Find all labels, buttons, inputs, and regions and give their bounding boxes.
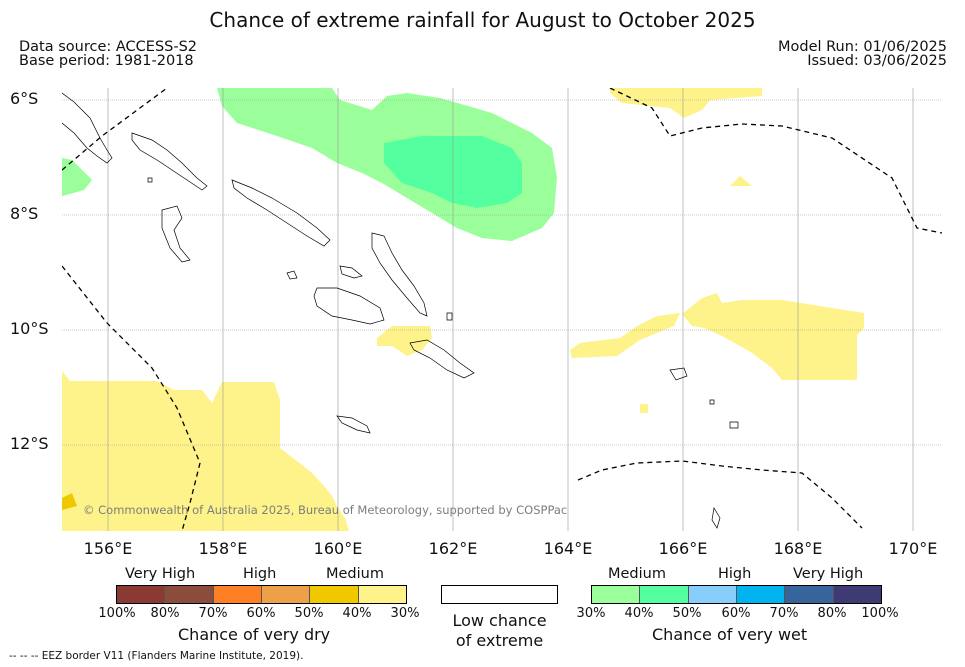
- dry-region-east: [682, 293, 864, 380]
- dry-category-high: High: [243, 566, 277, 582]
- coast-bougainville: [62, 92, 113, 164]
- lon-label-164e: 164°E: [543, 539, 593, 558]
- wet-swatch-4: [736, 586, 786, 603]
- wet-tick-80: 80%: [817, 606, 847, 621]
- dry-swatch-1: [117, 586, 166, 603]
- coast-florida: [339, 265, 363, 279]
- coast-islet3: [729, 421, 739, 429]
- header-left: Data source: ACCESS-S2 Base period: 1981…: [19, 39, 198, 69]
- coast-santa-cruz: [669, 367, 688, 381]
- coast-islet6: [446, 312, 453, 321]
- wet-medium-west-edge: [62, 158, 92, 196]
- coast-islet2: [709, 399, 715, 405]
- coast-islet5: [147, 177, 153, 183]
- dry-region-top-center: [610, 88, 762, 118]
- dry-tick-80: 80%: [150, 606, 180, 621]
- dry-region-central: [377, 326, 432, 356]
- wet-swatch-2: [640, 586, 689, 603]
- dry-legend-title: Chance of very dry: [178, 625, 331, 644]
- wet-category-high: High: [718, 566, 752, 582]
- wet-swatch-3: [688, 586, 737, 603]
- coast-islet4: [711, 507, 721, 529]
- eez-borders: [62, 88, 942, 531]
- dry-colorbar: [116, 585, 407, 604]
- neutral-legend-title-1: Low chance: [452, 611, 547, 630]
- dry-tick-40: 40%: [342, 606, 372, 621]
- wet-swatch-6: [833, 586, 881, 603]
- dry-swatch-2: [165, 586, 214, 603]
- dry-region-southwest: [62, 371, 349, 531]
- dry-category-medium: Medium: [326, 566, 384, 582]
- eez-north-east: [609, 88, 942, 234]
- base-period: Base period: 1981-2018: [19, 53, 194, 69]
- dry-category-very-high: Very High: [125, 566, 196, 582]
- model-run: Model Run: 01/06/2025: [777, 39, 947, 55]
- lon-label-170e: 170°E: [888, 539, 938, 558]
- wet-tick-70: 70%: [769, 606, 799, 621]
- coast-malaita: [371, 232, 428, 317]
- lon-label-156e: 156°E: [83, 539, 133, 558]
- coast-choiseul: [131, 132, 208, 191]
- map-title: Chance of extreme rainfall for August to…: [209, 8, 756, 32]
- coast-islet1: [286, 270, 298, 280]
- map-panel[interactable]: [62, 88, 942, 531]
- coast-makira: [409, 339, 475, 379]
- coast-guadalcanal: [313, 287, 385, 325]
- neutral-colorbar: [441, 585, 558, 604]
- coast-santa-isabel: [231, 179, 331, 247]
- wet-tick-50: 50%: [672, 606, 702, 621]
- lat-label-8s: 8°S: [10, 204, 39, 223]
- lat-label-6s: 6°S: [10, 89, 39, 108]
- copyright-text: © Commonwealth of Australia 2025, Bureau…: [83, 503, 568, 517]
- dry-swatch-6: [358, 586, 406, 603]
- eez-south-east: [577, 460, 863, 529]
- dry-tick-60: 60%: [246, 606, 276, 621]
- lat-label-10s: 10°S: [10, 319, 49, 338]
- wet-category-very-high: Very High: [793, 566, 864, 582]
- header-right: Model Run: 01/06/2025 Issued: 03/06/2025: [777, 39, 947, 69]
- gridlines: [62, 88, 942, 531]
- dry-tick-50: 50%: [294, 606, 324, 621]
- lon-label-162e: 162°E: [428, 539, 478, 558]
- coast-new-georgia: [161, 205, 191, 263]
- lon-label-168e: 168°E: [773, 539, 823, 558]
- dry-tick-70: 70%: [198, 606, 228, 621]
- lat-label-12s: 12°S: [10, 434, 49, 453]
- neutral-legend-title-2: of extreme: [455, 631, 544, 650]
- dry-medium-speck: [62, 493, 77, 510]
- map-canvas[interactable]: [62, 88, 942, 531]
- wet-legend-title: Chance of very wet: [652, 625, 808, 644]
- dry-region-small: [730, 176, 752, 186]
- dry-swatch-3: [213, 586, 262, 603]
- coastlines: [62, 92, 739, 529]
- wet-tick-100: 100%: [861, 606, 899, 621]
- coast-rennell: [336, 415, 371, 434]
- wet-tick-30: 30%: [576, 606, 606, 621]
- dry-region-mid-east: [570, 313, 680, 358]
- lon-label-158e: 158°E: [198, 539, 248, 558]
- wet-tick-40: 40%: [624, 606, 654, 621]
- wet-swatch-1: [592, 586, 641, 603]
- dry-tick-30: 30%: [390, 606, 420, 621]
- dry-region-dot: [640, 404, 648, 413]
- wet-tick-60: 60%: [721, 606, 751, 621]
- wet-category-medium: Medium: [608, 566, 666, 582]
- issued-date: Issued: 03/06/2025: [807, 53, 947, 69]
- eez-south-west: [62, 265, 201, 531]
- dry-tick-100: 100%: [98, 606, 136, 621]
- lon-label-166e: 166°E: [658, 539, 708, 558]
- dry-swatch-5: [310, 586, 359, 603]
- dry-swatch-4: [261, 586, 311, 603]
- data-source: Data source: ACCESS-S2: [19, 39, 198, 55]
- wet-swatch-5: [785, 586, 834, 603]
- lon-label-160e: 160°E: [313, 539, 363, 558]
- eez-footnote: -- -- -- EEZ border V11 (Flanders Marine…: [9, 650, 304, 662]
- wet-colorbar: [591, 585, 882, 604]
